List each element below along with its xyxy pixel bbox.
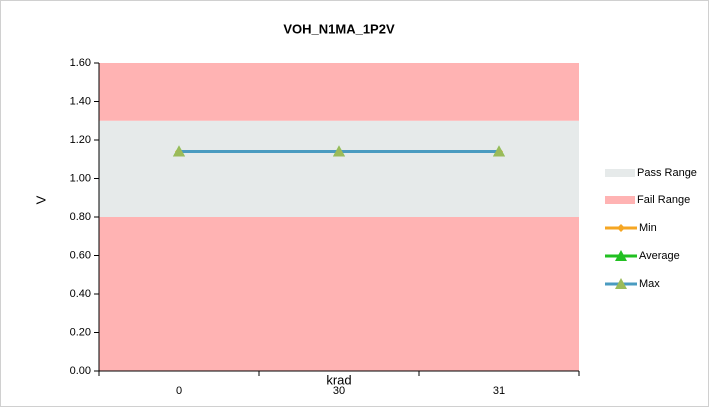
- legend-swatch: [605, 196, 635, 204]
- marker: [173, 145, 185, 157]
- x-tick-label: 30: [333, 385, 345, 397]
- y-tick-label: 0.80: [70, 211, 91, 223]
- x-tick-label: 31: [493, 385, 505, 397]
- y-tick-label: 1.40: [70, 95, 91, 107]
- marker: [333, 145, 345, 157]
- marker: [493, 145, 505, 157]
- x-axis-label: krad: [326, 372, 351, 387]
- x-tick-label: 0: [176, 385, 182, 397]
- legend-label: Average: [639, 250, 680, 262]
- legend-label: Min: [639, 222, 657, 234]
- y-tick-label: 0.00: [70, 365, 91, 377]
- y-tick-label: 0.60: [70, 249, 91, 261]
- range-band: [99, 120, 579, 217]
- legend-label: Pass Range: [637, 167, 697, 179]
- legend-label: Fail Range: [637, 194, 690, 206]
- chart-title: VOH_N1MA_1P2V: [283, 21, 395, 36]
- range-band: [99, 63, 579, 121]
- y-tick-label: 0.20: [70, 326, 91, 338]
- y-tick-label: 0.40: [70, 288, 91, 300]
- y-tick-label: 1.00: [70, 172, 91, 184]
- range-band: [99, 217, 579, 371]
- legend-marker: [617, 224, 625, 232]
- y-axis-label: V: [33, 195, 48, 204]
- legend-marker: [615, 278, 627, 289]
- legend-marker: [615, 250, 627, 261]
- legend-label: Max: [639, 278, 660, 290]
- legend-swatch: [605, 169, 635, 177]
- y-tick-label: 1.20: [70, 134, 91, 146]
- y-tick-label: 1.60: [70, 57, 91, 69]
